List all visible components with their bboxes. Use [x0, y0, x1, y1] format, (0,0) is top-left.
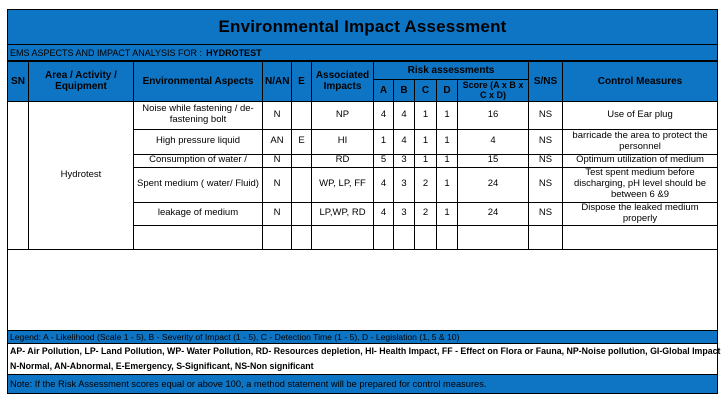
- cell-e: E: [291, 128, 312, 155]
- cell-score: 16: [456, 100, 530, 130]
- col-header-sns: S/NS: [528, 61, 564, 102]
- cell-c: 2: [414, 201, 437, 226]
- table-row: Hydrotest Noise while fastening / de-fas…: [7, 100, 719, 250]
- cell-b: [393, 224, 415, 250]
- table-row: leakage of medium N LP,WP, RD 4 3 2 1 24…: [8, 201, 719, 226]
- abbreviations-row: AP- Air Pollution, LP- Land Pollution, W…: [7, 343, 720, 359]
- cell-a: [373, 224, 394, 250]
- cell-sns: NS: [528, 166, 564, 203]
- col-header-a: A: [373, 79, 394, 102]
- cell-sns: NS: [528, 100, 564, 130]
- cell-impacts: HI: [311, 128, 374, 155]
- cell-n-an: N: [262, 100, 292, 130]
- cell-aspect: [133, 224, 263, 250]
- cell-b: 3: [393, 153, 415, 168]
- col-header-n-an: N/AN: [262, 61, 292, 102]
- cell-e: [291, 166, 312, 203]
- cell-e: [291, 100, 312, 130]
- cell-aspect: Noise while fastening / de-fastening bol…: [133, 100, 263, 130]
- cell-aspect: High pressure liquid: [133, 128, 263, 155]
- cell-c: 1: [414, 153, 437, 168]
- cell-impacts: RD: [311, 153, 374, 168]
- cell-c: 1: [414, 128, 437, 155]
- cell-d: 1: [436, 100, 458, 130]
- cell-control: [562, 224, 719, 250]
- impact-table: SN Area / Activity / Equipment Environme…: [7, 61, 719, 250]
- cell-aspect: Spent medium ( water/ Fluid): [133, 166, 263, 203]
- cell-c: [414, 224, 437, 250]
- cell-n-an: N: [262, 201, 292, 226]
- cell-b: 4: [393, 100, 415, 130]
- cell-d: 1: [436, 166, 458, 203]
- header-row-1: SN Area / Activity / Equipment Environme…: [7, 61, 719, 102]
- blank-area: [7, 249, 718, 330]
- cell-aspect: Consumption of water /: [133, 153, 263, 168]
- cell-sns: NS: [528, 201, 564, 226]
- cell-impacts: WP, LP, FF: [311, 166, 374, 203]
- cell-d: 1: [436, 153, 458, 168]
- cell-score: 4: [456, 128, 530, 155]
- cell-impacts: [311, 224, 374, 250]
- cell-c: 1: [414, 100, 437, 130]
- cell-a: 4: [373, 166, 394, 203]
- cell-control: Optimum utilization of medium: [562, 153, 719, 168]
- cell-e: [291, 153, 312, 168]
- col-header-b: B: [393, 79, 415, 102]
- cell-b: 3: [393, 166, 415, 203]
- table-row: Spent medium ( water/ Fluid) N WP, LP, F…: [8, 166, 719, 203]
- cell-e: [291, 224, 312, 250]
- cell-d: [436, 224, 458, 250]
- page-title: Environmental Impact Assessment: [7, 9, 718, 45]
- cell-a: 4: [373, 201, 394, 226]
- table-row: [8, 224, 719, 250]
- subtitle-value: HYDROTEST: [206, 47, 262, 58]
- col-header-score: Score (A x B x C x D): [456, 79, 530, 102]
- subtitle-prefix: EMS ASPECTS AND IMPACT ANALYSIS FOR :: [10, 47, 203, 58]
- cell-a: 1: [373, 128, 394, 155]
- cell-a: 4: [373, 100, 394, 130]
- col-header-aspects: Environmental Aspects: [133, 61, 263, 102]
- cell-n-an: N: [262, 153, 292, 168]
- cell-sns: NS: [528, 128, 564, 155]
- col-header-d: D: [436, 79, 458, 102]
- cell-control: Use of Ear plug: [562, 100, 719, 130]
- cell-impacts: LP,WP, RD: [311, 201, 374, 226]
- cell-control: Test spent medium before discharging, pH…: [562, 166, 719, 203]
- cell-score: [456, 224, 530, 250]
- cell-impacts: NP: [311, 100, 374, 130]
- subtitle-bar: EMS ASPECTS AND IMPACT ANALYSIS FOR : HY…: [7, 45, 718, 61]
- cell-sns: [528, 224, 564, 250]
- cell-score: 24: [456, 166, 530, 203]
- cell-score: 15: [456, 153, 530, 168]
- cell-sns: NS: [528, 153, 564, 168]
- cell-e: [291, 201, 312, 226]
- cell-a: 5: [373, 153, 394, 168]
- cell-control: Dispose the leaked medium properly: [562, 201, 719, 226]
- cell-score: 24: [456, 201, 530, 226]
- col-header-control: Control Measures: [562, 61, 719, 102]
- cell-control: barricade the area to protect the person…: [562, 128, 719, 155]
- cell-d: 1: [436, 201, 458, 226]
- col-header-risk-group: Risk assessments: [372, 61, 530, 80]
- assessment-sheet: Environmental Impact Assessment EMS ASPE…: [7, 9, 720, 394]
- cell-n-an: [262, 224, 292, 250]
- cell-area: Hydrotest: [28, 100, 134, 250]
- cell-n-an: AN: [262, 128, 292, 155]
- col-header-e: E: [291, 61, 312, 102]
- cell-b: 3: [393, 201, 415, 226]
- cell-d: 1: [436, 128, 458, 155]
- col-header-area: Area / Activity / Equipment: [28, 61, 134, 102]
- note-bar: Note: If the Risk Assessment scores equa…: [7, 373, 718, 394]
- col-header-c: C: [414, 79, 437, 102]
- cell-b: 4: [393, 128, 415, 155]
- cell-sn: [7, 100, 29, 250]
- cell-aspect: leakage of medium: [133, 201, 263, 226]
- col-header-impacts: Associated Impacts: [311, 61, 374, 102]
- legend-bar: Legend: A - Likelihood (Scale 1 - 5), B …: [7, 329, 718, 344]
- col-header-sn: SN: [7, 61, 29, 102]
- codes-row: N-Normal, AN-Abnormal, E-Emergency, S-Si…: [7, 358, 718, 374]
- cell-n-an: N: [262, 166, 292, 203]
- cell-c: 2: [414, 166, 437, 203]
